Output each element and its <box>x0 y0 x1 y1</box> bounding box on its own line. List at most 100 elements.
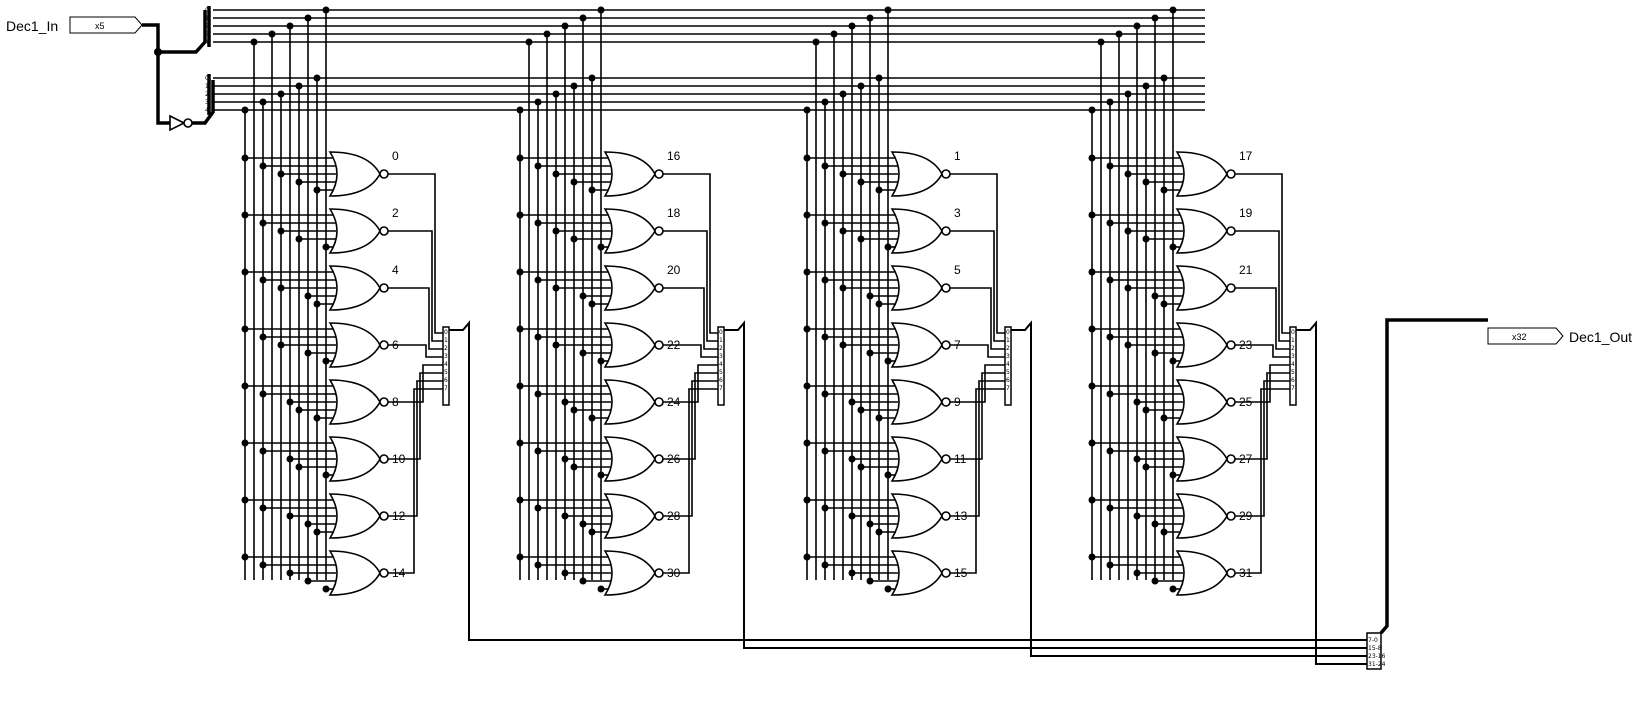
wire-junction <box>570 235 578 243</box>
nor-gate-bubble <box>941 454 951 464</box>
output-line-number: 9 <box>954 395 961 409</box>
wire-junction <box>821 504 829 512</box>
wire-junction <box>1169 357 1177 365</box>
gate-output-wire <box>950 173 1005 334</box>
wire-junction <box>570 82 578 90</box>
wire-junction <box>597 585 605 593</box>
gate-output-wire <box>950 287 1005 350</box>
nor-gate-icon <box>890 436 943 482</box>
gate-output-wire <box>663 344 718 358</box>
bus-merge-bar <box>1004 326 1012 406</box>
block-output-bus <box>449 320 1367 641</box>
gate-output-wire <box>663 230 718 342</box>
wire-junction <box>839 341 847 349</box>
gate-output-wire <box>950 364 1005 403</box>
nor-gate-icon <box>890 265 943 311</box>
wire-junction <box>875 300 883 308</box>
wire-junction <box>1169 585 1177 593</box>
wire-junction <box>525 38 533 46</box>
wire-junction <box>1088 439 1096 447</box>
wire-junction <box>322 243 330 251</box>
wire-junction <box>241 211 249 219</box>
merger-range-label: 31-24 <box>1368 661 1386 668</box>
output-line-number: 7 <box>954 338 961 352</box>
wire-junction <box>259 276 267 284</box>
nor-gate-icon <box>328 265 381 311</box>
output-merger <box>1366 632 1382 670</box>
wire-junction <box>803 553 811 561</box>
wire-junction <box>884 6 892 14</box>
wire-junction <box>866 520 874 528</box>
wire-junction <box>1106 561 1114 569</box>
nor-gate-icon <box>328 208 381 254</box>
gate-output-wire <box>663 380 718 517</box>
output-line-number: 28 <box>667 509 681 523</box>
wire-junction <box>304 14 312 22</box>
merge-bit-label: 0 <box>1291 329 1295 336</box>
nor-gate-icon <box>603 265 656 311</box>
gate-output-wire <box>388 372 443 460</box>
wire-junction <box>821 447 829 455</box>
wire-junction <box>597 6 605 14</box>
nor-gate-bubble <box>654 169 664 179</box>
nor-gate-icon <box>603 436 656 482</box>
wire-junction <box>295 235 303 243</box>
merge-bit-label: 6 <box>444 377 448 384</box>
nor-gate-icon <box>890 379 943 425</box>
bus-merge-bar <box>442 326 450 406</box>
wire-junction <box>516 439 524 447</box>
nor-gate-bubble <box>654 226 664 236</box>
wire-junction <box>884 357 892 365</box>
merge-bit-label: 7 <box>719 385 723 392</box>
output-port-label: Dec1_Out <box>1569 329 1632 345</box>
wire-junction <box>552 170 560 178</box>
merge-bit-label: 0 <box>719 329 723 336</box>
wire-junction <box>1151 292 1159 300</box>
wire-junction <box>821 333 829 341</box>
wire-junction <box>1088 553 1096 561</box>
wire-junction <box>866 349 874 357</box>
nor-gate-icon <box>328 322 381 368</box>
wire-junction <box>277 170 285 178</box>
merge-bit-label: 0 <box>444 329 448 336</box>
wire-junction <box>322 585 330 593</box>
wire-junction <box>534 219 542 227</box>
block-output-bus <box>1011 320 1367 657</box>
wire-junction <box>1106 504 1114 512</box>
bus-inverter-icon <box>169 114 186 132</box>
wire-junction <box>313 528 321 536</box>
wire-junction <box>1106 162 1114 170</box>
merge-bit-label: 6 <box>719 377 723 384</box>
wire-junction <box>286 512 294 520</box>
output-line-number: 25 <box>1239 395 1253 409</box>
wire-junction <box>295 82 303 90</box>
nor-gate-bubble <box>654 283 664 293</box>
wire-junction <box>313 186 321 194</box>
wire-junction <box>803 496 811 504</box>
nor-gate-bubble <box>379 283 389 293</box>
wire-junction <box>848 455 856 463</box>
wire-junction <box>803 268 811 276</box>
wire-junction <box>579 349 587 357</box>
wire-junction <box>866 577 874 585</box>
inverted-bus-bit-label: 3 <box>205 99 209 106</box>
merge-bit-label: 7 <box>444 385 448 392</box>
wire-junction <box>1106 333 1114 341</box>
wire-junction <box>1124 284 1132 292</box>
nor-gate-icon <box>890 208 943 254</box>
output-line-number: 19 <box>1239 206 1253 220</box>
wire-junction <box>821 162 829 170</box>
nor-gate-bubble <box>1226 568 1236 578</box>
merge-bit-label: 7 <box>1006 385 1010 392</box>
gate-output-wire <box>950 230 1005 342</box>
wire-junction <box>570 178 578 186</box>
gate-output-wire <box>950 372 1005 460</box>
wire-junction <box>304 520 312 528</box>
wire-junction <box>875 186 883 194</box>
gate-output-wire <box>1235 388 1290 574</box>
wire-junction <box>884 243 892 251</box>
wire-junction <box>241 154 249 162</box>
wire-junction <box>830 30 838 38</box>
gate-output-wire <box>388 230 443 342</box>
gate-output-wire <box>663 388 718 574</box>
